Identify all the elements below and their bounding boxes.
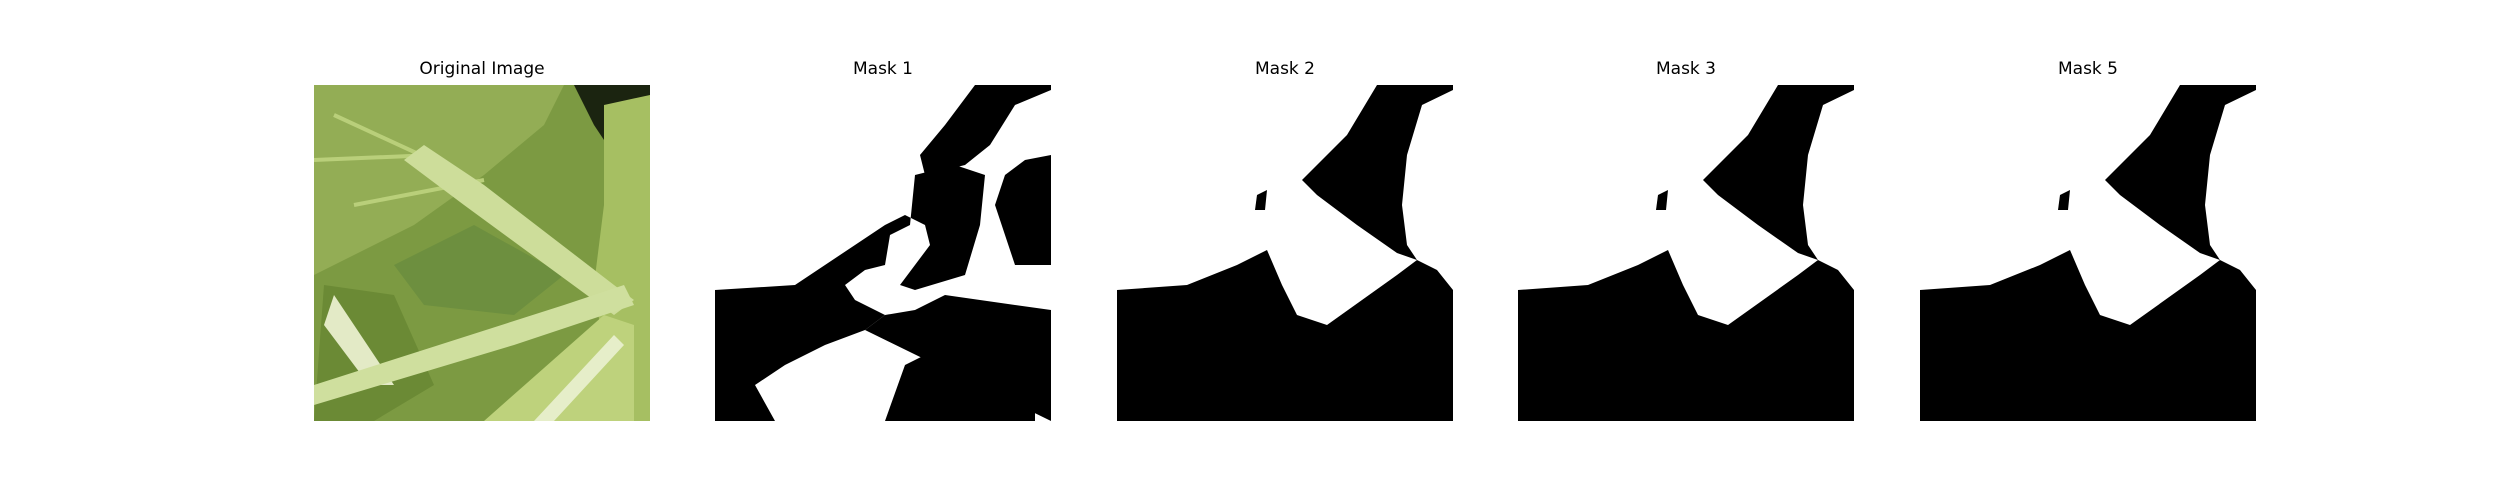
mask-3-image xyxy=(1518,85,1854,421)
panel-mask-2: Mask 2 xyxy=(1117,58,1453,421)
panel-mask-1: Mask 1 xyxy=(715,58,1051,421)
mask-1-image xyxy=(715,85,1051,421)
original-image xyxy=(314,85,650,421)
panel-title: Mask 3 xyxy=(1655,59,1716,79)
panel-title: Original Image xyxy=(419,59,545,79)
panel-mask-3: Mask 3 xyxy=(1518,58,1854,421)
panel-title: Mask 1 xyxy=(852,59,913,79)
panel-mask-5: Mask 5 xyxy=(1920,58,2256,421)
mask-2-image xyxy=(1117,85,1453,421)
panel-original-image: Original Image xyxy=(314,58,650,421)
panel-title: Mask 2 xyxy=(1254,59,1315,79)
mask-5-image xyxy=(1920,85,2256,421)
panel-title: Mask 5 xyxy=(2057,59,2118,79)
